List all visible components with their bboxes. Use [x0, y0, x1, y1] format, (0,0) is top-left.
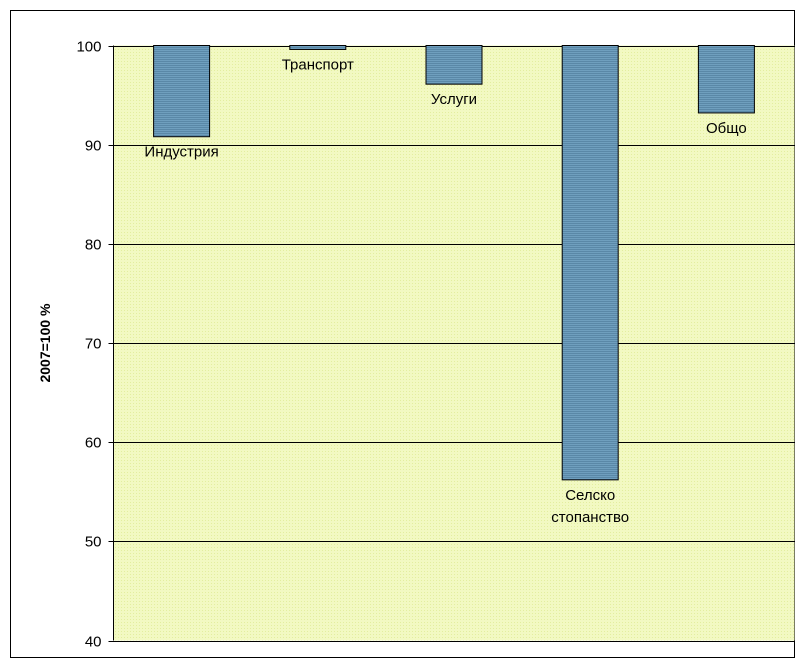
bar-0 — [153, 45, 211, 138]
y-tick-label: 70 — [85, 336, 102, 353]
y-tick-label: 50 — [85, 534, 102, 551]
bar-chart: 40 50 60 70 80 90 100 2007=100 % Индустрия Тран… — [10, 10, 795, 658]
category-label: Селско стопанство — [551, 487, 629, 526]
bar-3 — [561, 45, 619, 481]
y-tick-label: 60 — [85, 435, 102, 452]
chart-frame: 40 50 60 70 80 90 100 2007=100 % Индустрия Тран… — [10, 10, 795, 658]
bar-2 — [425, 45, 483, 85]
y-tick-label: 100 — [76, 39, 101, 56]
category-label-line: Транспорт — [282, 56, 354, 73]
category-label: Услуги — [431, 91, 477, 108]
category-label-line: Индустрия — [144, 144, 218, 161]
category-label-line: Услуги — [431, 91, 477, 108]
bars — [153, 45, 755, 481]
category-label: Общо — [706, 120, 747, 137]
category-label: Транспорт — [282, 56, 354, 73]
bar-1 — [289, 45, 347, 50]
category-labels: Индустрия Транспорт Услуги Селско стопанство… — [144, 56, 746, 525]
y-tick-label: 90 — [85, 138, 102, 155]
bar-4 — [697, 45, 755, 114]
category-label: Индустрия — [144, 144, 218, 161]
y-axis-tick-labels: 40 50 60 70 80 90 100 — [76, 39, 101, 651]
y-tick-label: 40 — [85, 634, 102, 651]
category-label-line: Селско — [565, 487, 615, 504]
category-label-line: стопанство — [551, 509, 629, 526]
y-tick-label: 80 — [85, 237, 102, 254]
category-label-line: Общо — [706, 120, 747, 137]
y-axis-label: 2007=100 % — [37, 303, 53, 383]
